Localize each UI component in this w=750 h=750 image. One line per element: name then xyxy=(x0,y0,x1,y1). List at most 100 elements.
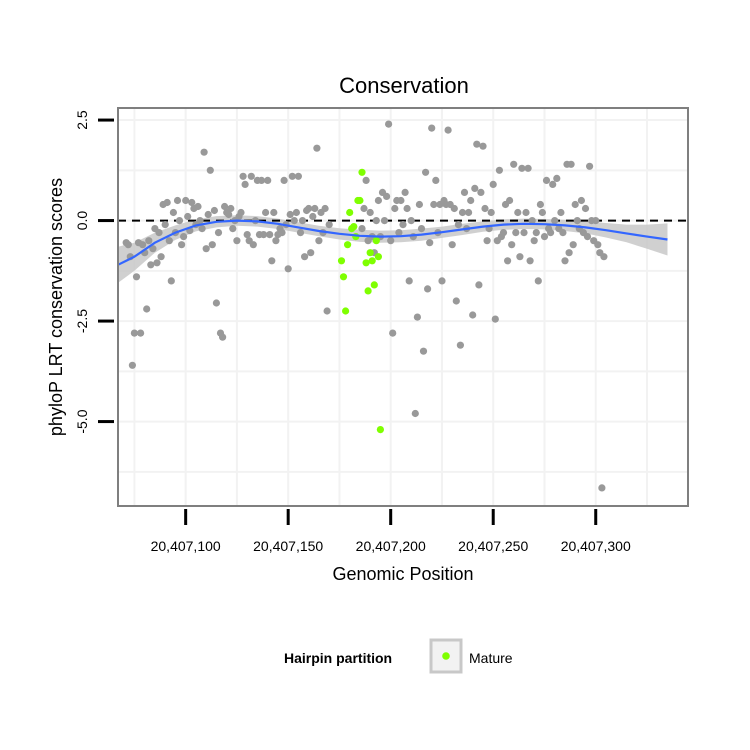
other-point xyxy=(358,225,366,233)
other-point xyxy=(403,204,411,213)
other-point xyxy=(198,225,206,233)
other-point xyxy=(290,217,298,225)
other-point xyxy=(167,277,175,285)
mature-point xyxy=(362,259,370,267)
other-point xyxy=(264,176,272,184)
other-point xyxy=(454,221,462,229)
other-point xyxy=(372,217,380,225)
other-point xyxy=(499,229,508,237)
other-point xyxy=(600,253,608,261)
other-point xyxy=(477,188,485,196)
chart-title: Conservation xyxy=(339,73,469,98)
other-point xyxy=(581,204,590,213)
other-point xyxy=(549,180,557,188)
legend-key-mature-dot xyxy=(442,652,450,660)
other-point xyxy=(483,237,491,245)
other-point xyxy=(592,217,600,225)
other-point xyxy=(139,241,147,249)
other-point xyxy=(208,241,216,249)
other-point xyxy=(137,329,145,337)
other-point xyxy=(194,202,202,211)
mature-point xyxy=(374,253,382,261)
other-point xyxy=(272,237,280,245)
other-point xyxy=(237,208,245,217)
other-point xyxy=(469,311,477,319)
other-point xyxy=(553,174,561,182)
mature-point xyxy=(344,241,352,249)
other-point xyxy=(430,200,438,209)
other-point xyxy=(323,307,331,315)
mature-point xyxy=(372,237,380,245)
other-point xyxy=(524,164,532,172)
other-point xyxy=(155,229,163,237)
other-point xyxy=(278,229,286,237)
x-axis: 20,407,100 20,407,150 20,407,200 20,407,250… xyxy=(151,509,631,554)
other-point xyxy=(298,217,307,225)
other-point xyxy=(173,196,182,205)
other-point xyxy=(542,176,551,184)
other-point xyxy=(153,259,161,267)
other-point xyxy=(227,204,235,213)
other-point xyxy=(481,204,489,213)
other-point xyxy=(157,253,165,261)
other-point xyxy=(325,221,333,229)
other-point xyxy=(305,204,313,213)
other-point xyxy=(506,196,514,205)
other-point xyxy=(229,225,237,233)
other-point xyxy=(561,257,569,265)
other-point xyxy=(547,229,555,237)
other-point xyxy=(456,341,464,349)
other-point xyxy=(180,233,188,241)
other-point xyxy=(489,180,497,188)
other-point xyxy=(184,212,192,221)
other-point xyxy=(387,237,395,245)
other-point xyxy=(415,200,423,209)
other-point xyxy=(143,305,151,313)
other-point xyxy=(147,261,155,269)
other-point xyxy=(577,196,586,205)
other-point xyxy=(426,239,434,247)
other-point xyxy=(512,229,520,237)
other-point xyxy=(401,188,409,196)
other-point xyxy=(362,176,370,184)
other-point xyxy=(383,192,391,200)
other-point xyxy=(516,253,524,261)
other-point xyxy=(175,217,184,225)
smooth-curve xyxy=(117,219,668,266)
grid-lines xyxy=(118,108,688,506)
other-point xyxy=(465,208,473,217)
other-point xyxy=(594,241,602,249)
other-point xyxy=(538,208,547,217)
mature-point xyxy=(342,307,350,315)
y-tick-label: 0.0 xyxy=(74,211,90,231)
x-tick-label: 20,407,250 xyxy=(458,538,528,554)
other-point xyxy=(438,277,446,285)
other-point xyxy=(385,120,393,128)
other-point xyxy=(479,142,487,150)
mature-point xyxy=(346,208,354,217)
other-point xyxy=(510,160,518,168)
y-axis-title: phyloP LRT conservation scores xyxy=(46,178,66,436)
other-point xyxy=(504,257,512,265)
other-point xyxy=(526,257,534,265)
other-point xyxy=(225,210,233,219)
other-point xyxy=(411,409,419,418)
other-point xyxy=(471,184,479,192)
other-point xyxy=(534,277,542,285)
other-point xyxy=(532,229,540,237)
x-tick-label: 20,407,300 xyxy=(561,538,631,554)
other-point xyxy=(165,237,173,245)
other-point xyxy=(214,229,223,237)
other-point xyxy=(130,329,138,337)
mature-point xyxy=(366,249,374,257)
other-point xyxy=(586,162,594,170)
other-point xyxy=(321,204,329,213)
panel-background xyxy=(118,108,688,506)
other-point xyxy=(536,200,545,209)
other-point xyxy=(444,126,452,134)
mature-point xyxy=(364,287,372,295)
other-point xyxy=(417,225,426,233)
other-point xyxy=(567,160,575,168)
other-point xyxy=(233,237,241,245)
other-point xyxy=(530,237,538,245)
